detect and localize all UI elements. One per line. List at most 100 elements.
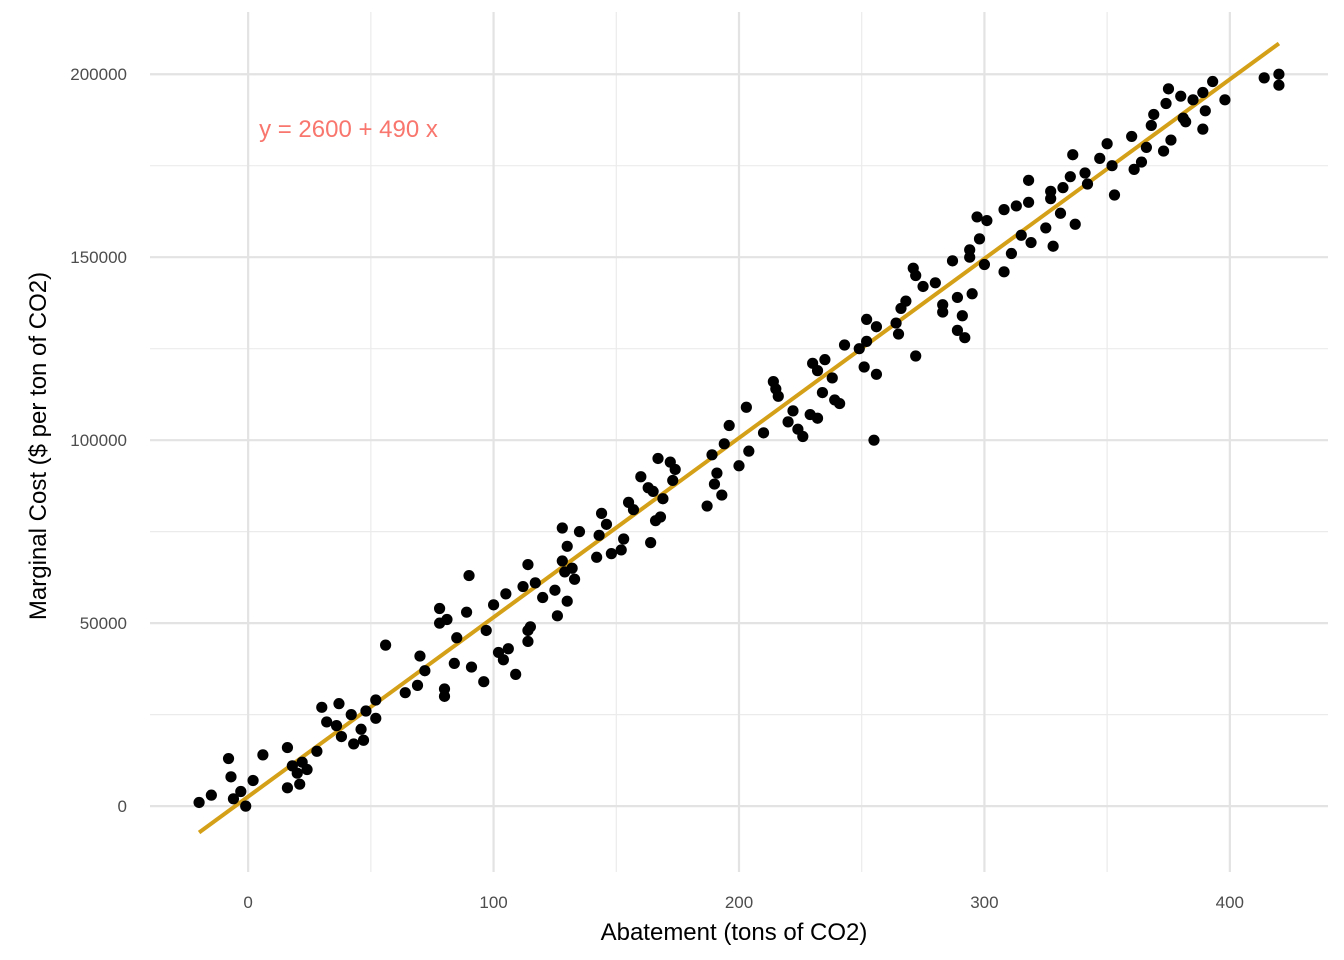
data-point xyxy=(556,522,568,534)
data-point xyxy=(647,485,659,498)
data-point xyxy=(1187,94,1199,106)
data-point xyxy=(593,529,605,541)
data-point xyxy=(556,555,568,567)
data-point xyxy=(1207,75,1219,88)
data-point xyxy=(357,734,370,746)
data-point xyxy=(1022,174,1035,186)
data-point xyxy=(772,390,784,402)
data-point xyxy=(345,709,357,721)
data-point xyxy=(335,730,348,743)
data-point xyxy=(478,676,490,688)
data-point xyxy=(551,610,563,622)
data-point xyxy=(1005,247,1018,260)
data-point xyxy=(1148,108,1160,121)
data-point xyxy=(573,526,586,538)
data-point xyxy=(946,255,959,267)
data-point xyxy=(1094,152,1106,164)
data-point xyxy=(1273,68,1285,80)
data-point xyxy=(1047,240,1059,252)
data-point xyxy=(419,665,431,677)
x-axis-tick-labels: 0 100 200 300 400 xyxy=(243,893,1244,912)
data-point xyxy=(1108,189,1121,201)
data-point xyxy=(497,654,509,666)
data-point xyxy=(1175,90,1187,102)
data-point xyxy=(1079,167,1091,179)
data-point xyxy=(1157,145,1170,157)
x-tick-label: 0 xyxy=(243,893,252,912)
data-point xyxy=(1106,160,1118,172)
data-point xyxy=(227,793,240,805)
data-point xyxy=(225,771,237,783)
y-tick-label: 200000 xyxy=(70,65,127,84)
data-point xyxy=(618,533,630,545)
data-point xyxy=(1199,105,1211,117)
data-point xyxy=(657,493,669,505)
data-point xyxy=(615,544,627,556)
data-point xyxy=(861,335,873,347)
data-point xyxy=(414,650,426,662)
x-tick-label: 300 xyxy=(970,893,998,912)
data-point xyxy=(998,266,1010,278)
data-point xyxy=(595,507,608,519)
data-point xyxy=(951,324,964,336)
data-point xyxy=(645,537,657,549)
data-point xyxy=(910,350,922,362)
data-point xyxy=(438,690,451,702)
data-point xyxy=(937,306,949,318)
data-point xyxy=(1273,79,1285,91)
data-point xyxy=(247,774,259,787)
data-point xyxy=(951,291,964,304)
data-point xyxy=(301,763,313,776)
data-point xyxy=(510,668,522,680)
data-point xyxy=(1145,119,1157,132)
data-point xyxy=(733,460,745,472)
data-point xyxy=(706,449,718,461)
data-point xyxy=(1197,123,1209,135)
data-point xyxy=(890,317,902,329)
data-point xyxy=(627,504,640,516)
data-point xyxy=(1067,149,1079,161)
data-point xyxy=(1057,182,1069,194)
y-axis-tick-labels: 0 50000 100000 150000 200000 xyxy=(70,65,127,816)
data-point xyxy=(291,767,303,779)
data-point xyxy=(838,339,851,351)
data-point xyxy=(316,701,328,713)
data-point xyxy=(380,639,392,651)
data-point xyxy=(652,452,664,465)
data-point xyxy=(1025,236,1037,249)
data-point xyxy=(716,489,728,501)
data-point xyxy=(465,661,478,673)
data-point xyxy=(460,606,473,618)
data-point xyxy=(900,295,912,307)
data-point xyxy=(811,365,824,377)
data-point xyxy=(517,580,529,593)
regression-equation-label: y = 2600 + 490 x xyxy=(259,116,438,143)
data-point xyxy=(743,445,755,457)
data-point xyxy=(654,511,667,523)
data-point xyxy=(605,548,617,560)
data-point xyxy=(740,401,752,413)
data-point xyxy=(360,705,372,717)
data-point xyxy=(370,694,382,706)
data-point xyxy=(502,643,514,655)
data-point xyxy=(1128,163,1140,175)
data-point xyxy=(667,474,679,487)
data-point xyxy=(487,599,500,611)
data-point xyxy=(1165,134,1177,146)
data-point xyxy=(870,368,883,380)
data-point xyxy=(333,698,345,710)
data-point xyxy=(561,540,573,552)
major-gridlines xyxy=(150,12,1328,872)
data-point xyxy=(981,214,993,227)
data-point xyxy=(782,416,794,428)
data-point xyxy=(858,361,870,373)
data-point xyxy=(861,313,873,326)
data-points xyxy=(193,68,1285,812)
data-point xyxy=(433,602,446,615)
data-point xyxy=(561,595,573,607)
x-tick-label: 400 xyxy=(1216,893,1244,912)
data-point xyxy=(257,749,269,761)
data-point xyxy=(1010,200,1022,212)
data-point xyxy=(566,562,578,574)
